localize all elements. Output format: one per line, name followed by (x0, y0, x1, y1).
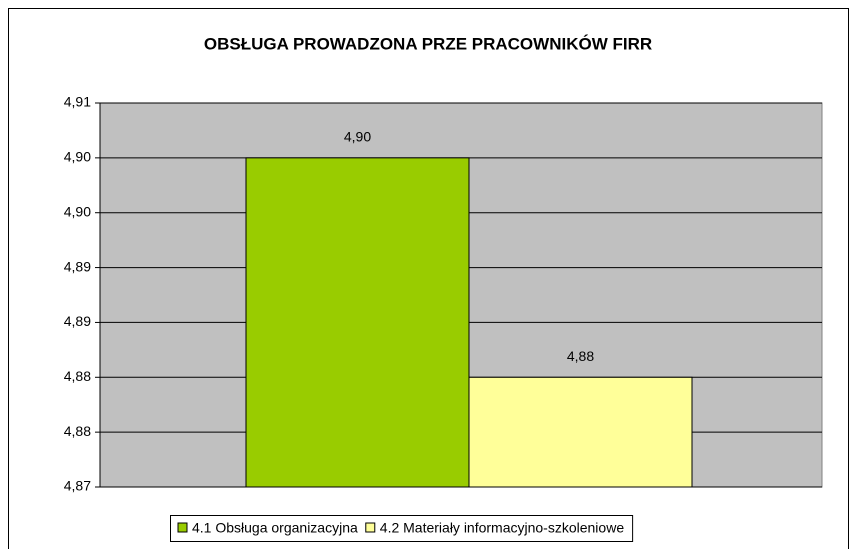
y-tick-label: 4,87 (64, 478, 91, 494)
legend-swatch (365, 522, 376, 533)
legend-swatch (177, 522, 188, 533)
legend-label: 4.2 Materiały informacyjno-szkoleniowe (380, 520, 625, 536)
bar (468, 376, 693, 488)
chart-title: OBSŁUGA PROWADZONA PRZE PRACOWNIKÓW FIRR (204, 34, 652, 53)
y-tick-label: 4,91 (64, 94, 91, 110)
y-tick-label: 4,90 (64, 203, 91, 219)
y-tick-label: 4,88 (64, 368, 91, 384)
bar (245, 157, 470, 488)
data-label: 4,88 (567, 348, 594, 364)
y-tick-label: 4,89 (64, 258, 91, 274)
y-tick-label: 4,88 (64, 423, 91, 439)
y-tick-label: 4,90 (64, 149, 91, 165)
data-label: 4,90 (344, 129, 371, 145)
legend-label: 4.1 Obsługa organizacyjna (192, 520, 358, 536)
y-tick-label: 4,89 (64, 313, 91, 329)
legend (170, 515, 634, 542)
